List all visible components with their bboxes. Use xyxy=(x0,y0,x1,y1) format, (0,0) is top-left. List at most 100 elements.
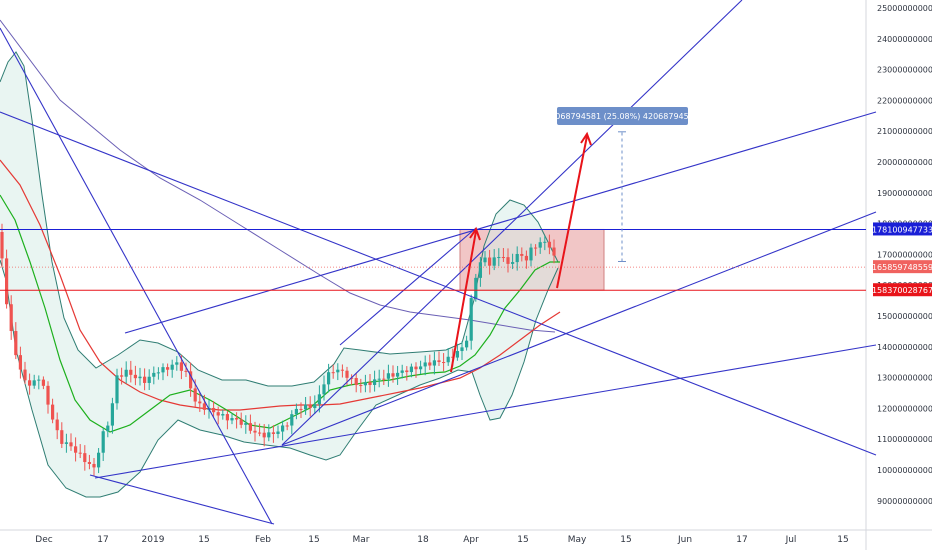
x-tick-label: 15 xyxy=(837,535,848,545)
y-tick-label: 130000000000 xyxy=(877,374,932,383)
candle-body xyxy=(547,241,551,248)
candle-body xyxy=(74,446,78,453)
candle-body xyxy=(377,378,381,380)
candle-body xyxy=(488,257,492,266)
x-tick-label: Mar xyxy=(353,535,370,545)
y-tick-label: 120000000000 xyxy=(877,404,932,413)
candle-body xyxy=(143,376,147,383)
candle-body xyxy=(281,425,285,432)
candle-body xyxy=(9,304,13,332)
candle-body xyxy=(276,431,280,434)
candle-body xyxy=(156,372,160,374)
measure-label: 42068794581 (25.08%) 42068794581 xyxy=(545,112,699,121)
x-tick-label: May xyxy=(568,535,587,545)
price-tag-box xyxy=(873,260,932,274)
candle-body xyxy=(87,462,91,464)
candle-body xyxy=(313,404,317,409)
y-tick-label: 190000000000 xyxy=(877,189,932,198)
candle-body xyxy=(363,382,367,386)
candle-body xyxy=(345,370,349,378)
candle-body xyxy=(386,373,390,379)
x-tick-label: 15 xyxy=(517,535,528,545)
candle-body xyxy=(202,403,206,410)
candle-body xyxy=(129,369,133,375)
y-tick-label: 110000000000 xyxy=(877,435,932,444)
x-tick-label: 18 xyxy=(417,535,429,545)
candle-body xyxy=(97,452,101,468)
candle-body xyxy=(101,431,105,453)
trend-line xyxy=(281,211,877,446)
ma-green-line xyxy=(0,194,560,433)
candle-body xyxy=(400,370,404,373)
candle-body xyxy=(290,414,294,426)
candle-body xyxy=(225,414,229,421)
candle-body xyxy=(262,432,266,438)
candle-body xyxy=(423,362,427,367)
candle-body xyxy=(110,403,114,426)
x-tick-label: 15 xyxy=(308,535,319,545)
candle-body xyxy=(64,442,68,444)
y-tick-label: 140000000000 xyxy=(877,343,932,352)
candle-body xyxy=(340,369,344,371)
candle-body xyxy=(478,262,482,278)
price-tag-label: 158370028767 xyxy=(872,286,932,295)
candle-body xyxy=(529,247,533,261)
candle-body xyxy=(28,380,32,386)
measure-label-box xyxy=(557,107,688,125)
candle-body xyxy=(120,375,124,377)
candle-body xyxy=(5,258,9,305)
candle-body xyxy=(189,371,193,389)
trend-line xyxy=(124,111,877,334)
candle-body xyxy=(368,382,372,385)
candle-body xyxy=(170,364,174,370)
candle-body xyxy=(152,372,156,377)
candle-body xyxy=(414,366,418,370)
candle-body xyxy=(327,372,331,385)
candle-body xyxy=(14,331,18,356)
candle-body xyxy=(299,408,303,410)
candle-body xyxy=(230,418,234,421)
trend-line xyxy=(281,0,743,446)
y-tick-label: 210000000000 xyxy=(877,127,932,136)
candle-body xyxy=(359,385,363,387)
y-tick-label: 170000000000 xyxy=(877,250,932,259)
trend-line xyxy=(94,344,877,479)
candle-body xyxy=(483,257,487,263)
candle-body xyxy=(147,376,151,383)
candle-body xyxy=(46,385,50,405)
candle-body xyxy=(317,394,321,405)
candle-body xyxy=(248,423,252,431)
candle-body xyxy=(474,277,478,299)
projection-arrowhead-1 xyxy=(469,226,481,241)
candle-body xyxy=(354,377,358,386)
candle-body xyxy=(221,414,225,416)
candle-body xyxy=(534,247,538,249)
projection-arrowhead-2 xyxy=(580,131,592,146)
x-tick-label: Jul xyxy=(785,535,797,545)
candle-body xyxy=(391,373,395,377)
x-tick-label: 17 xyxy=(97,535,108,545)
candle-body xyxy=(83,453,87,463)
candle-body xyxy=(253,430,257,433)
candle-body xyxy=(124,369,128,377)
x-tick-label: Feb xyxy=(255,535,271,545)
candle-body xyxy=(442,362,446,364)
x-tick-label: Dec xyxy=(35,535,52,545)
price-tag-label: 178100947733 xyxy=(872,225,932,234)
candle-body xyxy=(41,379,45,386)
y-tick-label: 240000000000 xyxy=(877,35,932,44)
candle-body xyxy=(396,372,400,377)
candle-body xyxy=(179,362,183,371)
candle-body xyxy=(294,408,298,415)
candle-body xyxy=(373,379,377,385)
candle-body xyxy=(193,388,197,402)
bollinger-upper-band xyxy=(0,51,559,387)
trend-line xyxy=(339,227,477,346)
candle-body xyxy=(115,375,119,404)
candle-body xyxy=(18,355,22,370)
candle-body xyxy=(161,367,165,373)
candle-body xyxy=(69,442,73,447)
candle-body xyxy=(37,379,41,381)
